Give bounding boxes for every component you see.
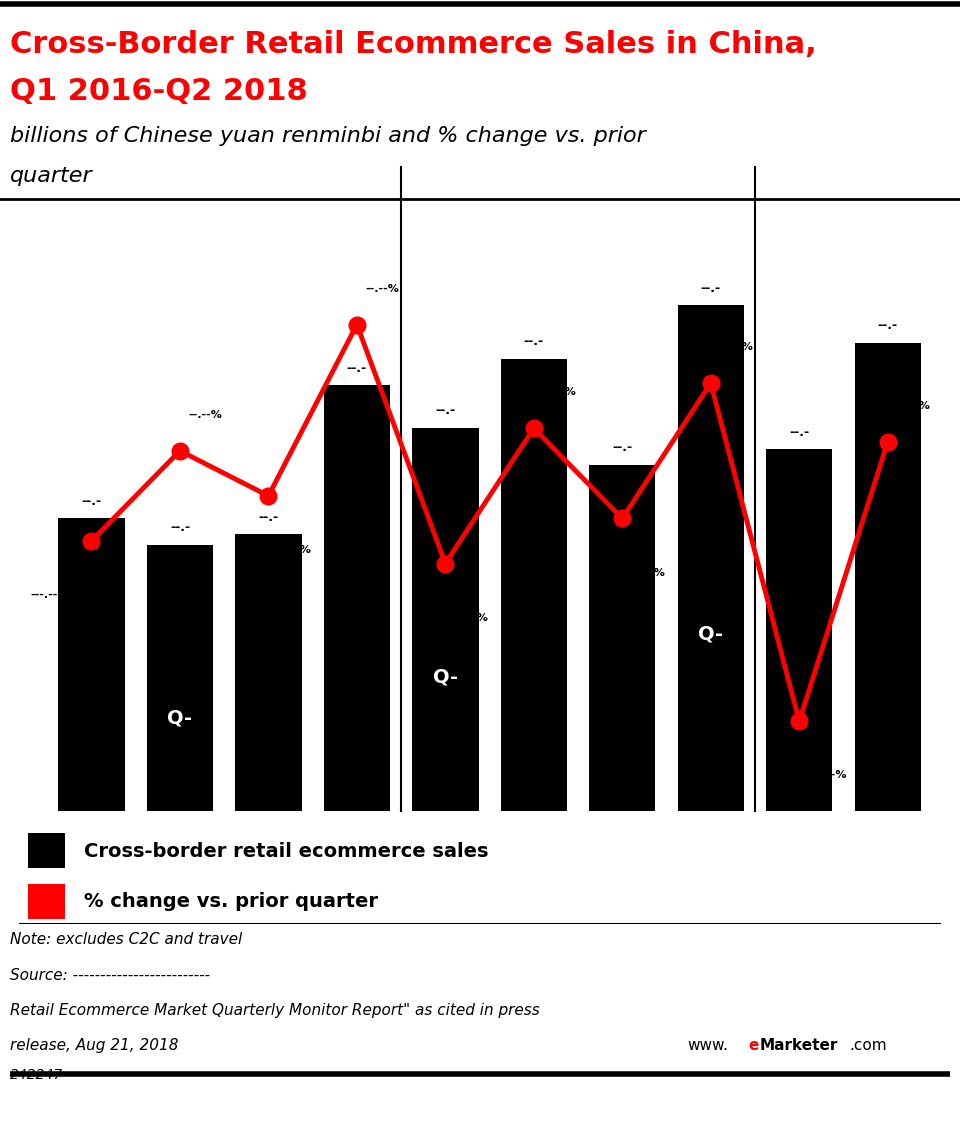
Bar	[678, 305, 744, 811]
Text: billions of Chinese yuan renminbi and % change vs. prior: billions of Chinese yuan renminbi and % …	[10, 126, 645, 145]
Bar	[412, 428, 478, 811]
Text: --.--%: --.--%	[542, 388, 577, 397]
Text: quarter: quarter	[10, 167, 92, 186]
Text: --.-: --.-	[82, 495, 102, 508]
Text: Marketer: Marketer	[759, 1038, 838, 1053]
Bar	[589, 465, 656, 811]
Bar	[29, 833, 65, 868]
Text: Note: excludes C2C and travel: Note: excludes C2C and travel	[10, 932, 242, 947]
Text: % change vs. prior quarter: % change vs. prior quarter	[84, 893, 377, 912]
Text: --.--%: --.--%	[720, 343, 754, 352]
Text: ---.--%: ---.--%	[31, 591, 69, 600]
Text: --.--%: --.--%	[277, 545, 311, 554]
Text: --.-: --.-	[524, 335, 544, 348]
Text: --.--%: --.--%	[454, 613, 488, 622]
Text: --.-: --.-	[258, 511, 278, 524]
Text: --.--%: --.--%	[897, 401, 930, 410]
Text: --.--%: --.--%	[189, 410, 223, 419]
Text: Cross-border retail ecommerce sales: Cross-border retail ecommerce sales	[84, 842, 489, 861]
Text: Cross-Border Retail Ecommerce Sales in China,: Cross-Border Retail Ecommerce Sales in C…	[10, 30, 816, 60]
Bar	[59, 518, 125, 811]
Text: Q-: Q-	[698, 624, 723, 644]
Text: Source: -------------------------: Source: -------------------------	[10, 968, 209, 984]
Text: --.-: --.-	[347, 362, 367, 374]
Text: --.-: --.-	[789, 426, 809, 438]
Text: --.-: --.-	[701, 282, 721, 294]
Text: Q-: Q-	[433, 667, 458, 686]
Text: --.--%: --.--%	[631, 568, 665, 577]
Text: release, Aug 21, 2018: release, Aug 21, 2018	[10, 1038, 179, 1053]
Bar	[235, 534, 301, 811]
Text: 242247: 242247	[10, 1068, 62, 1082]
Text: --.-: --.-	[170, 522, 190, 534]
Text: Q-: Q-	[167, 709, 192, 728]
Text: .com: .com	[850, 1038, 887, 1053]
Bar	[501, 358, 567, 811]
Bar	[324, 385, 390, 811]
Bar	[854, 343, 921, 811]
Text: --.-: --.-	[877, 319, 898, 332]
Text: --.--%: --.--%	[366, 284, 399, 293]
Bar	[29, 884, 65, 920]
Text: www.: www.	[687, 1038, 728, 1053]
Bar	[147, 545, 213, 811]
Text: e: e	[748, 1038, 758, 1053]
Text: --.-: --.-	[612, 442, 633, 454]
Text: Q1 2016-Q2 2018: Q1 2016-Q2 2018	[10, 77, 307, 106]
Text: Retail Ecommerce Market Quarterly Monitor Report" as cited in press: Retail Ecommerce Market Quarterly Monito…	[10, 1003, 540, 1018]
Bar	[766, 450, 832, 811]
Text: ---.--%: ---.--%	[808, 771, 847, 780]
Text: --.-: --.-	[435, 405, 455, 417]
